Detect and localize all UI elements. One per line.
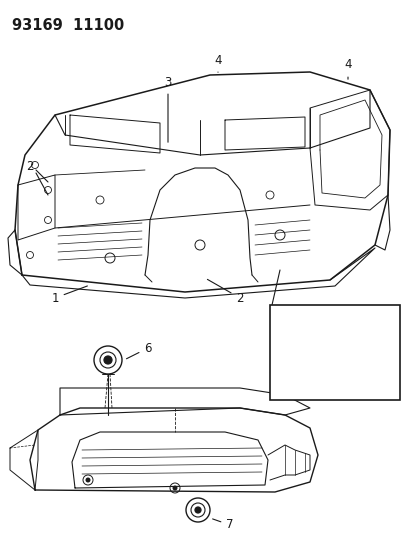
Circle shape: [195, 507, 201, 513]
Text: 3: 3: [164, 76, 171, 142]
Text: 2: 2: [207, 279, 243, 304]
Text: 7: 7: [212, 519, 233, 531]
Text: 1: 1: [51, 286, 87, 304]
Text: 4: 4: [344, 59, 351, 79]
Circle shape: [104, 356, 112, 364]
Text: 93169  11100: 93169 11100: [12, 18, 124, 33]
Bar: [269, 305, 399, 400]
Text: 5: 5: [274, 386, 281, 400]
Circle shape: [85, 478, 90, 482]
Text: 4: 4: [214, 53, 221, 72]
Text: 6: 6: [126, 342, 152, 359]
Circle shape: [172, 486, 177, 490]
Text: 2: 2: [26, 159, 34, 173]
